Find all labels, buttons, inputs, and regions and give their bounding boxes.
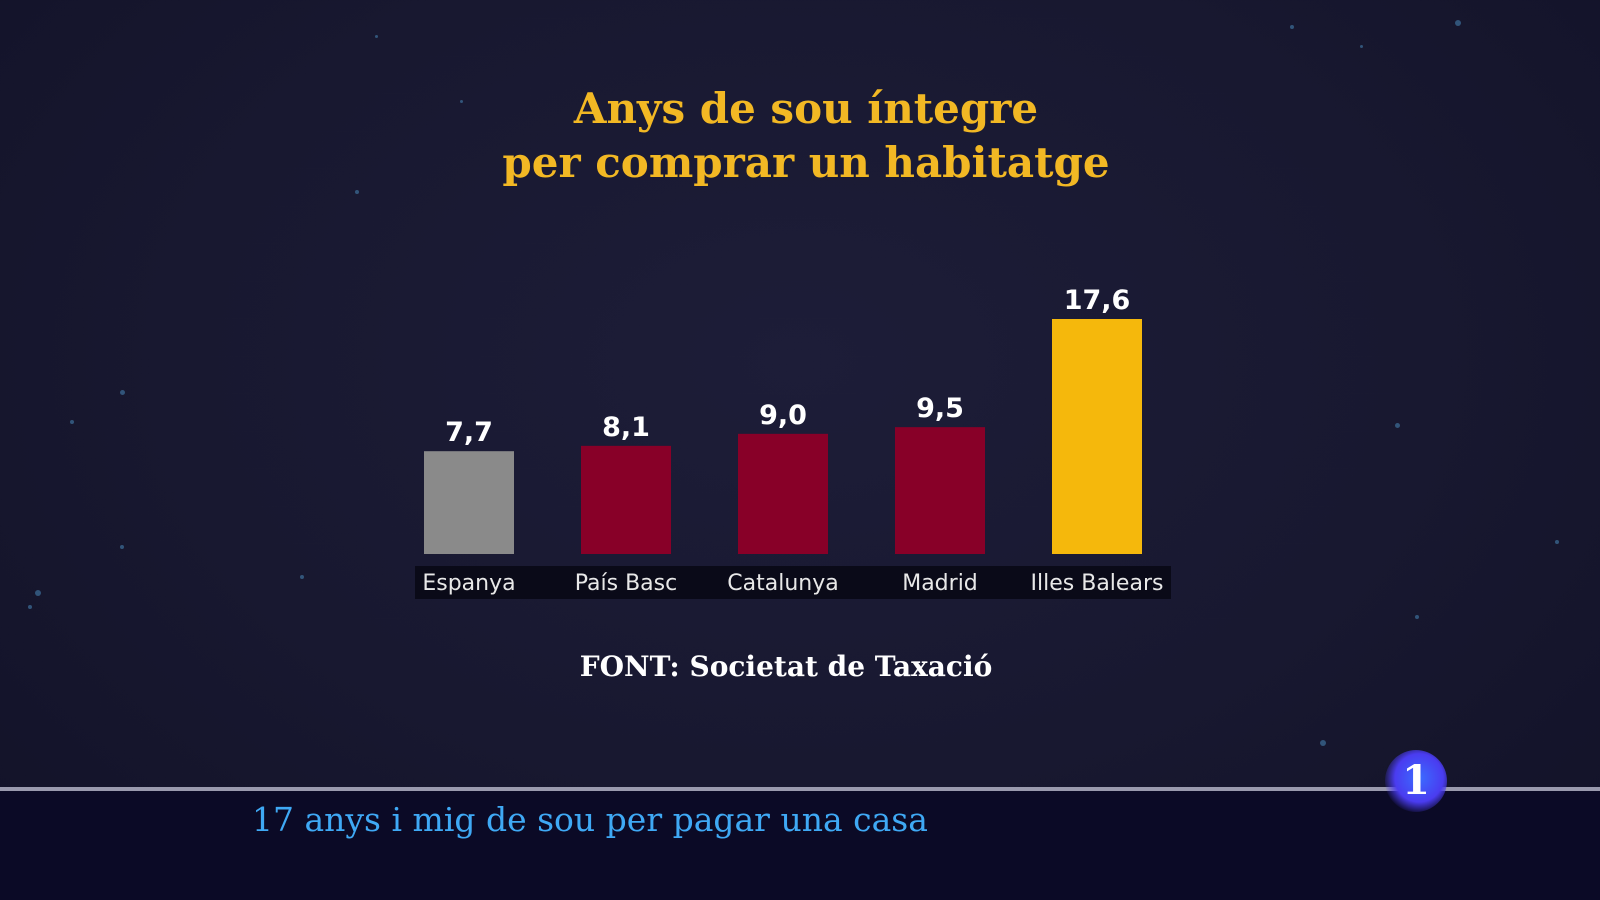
channel-logo: 1: [1385, 750, 1447, 812]
star-dot: [120, 390, 125, 395]
ticker-divider: [0, 787, 1600, 791]
value-label: 9,5: [916, 393, 964, 424]
chart-title-line-2: per comprar un habitatge: [502, 138, 1110, 187]
star-dot: [1415, 615, 1419, 619]
source-note: FONT: Societat de Taxació: [579, 650, 993, 683]
star-dot: [1395, 423, 1400, 428]
star-dot: [35, 590, 41, 596]
bar-2: [738, 433, 828, 554]
chart-title: Anys de sou íntegre per comprar un habit…: [0, 82, 1600, 190]
bar-1: [581, 445, 671, 554]
value-label: 7,7: [445, 417, 493, 448]
star-dot: [355, 190, 359, 194]
category-label: Espanya: [422, 571, 515, 596]
bar-0: [424, 451, 514, 554]
star-dot: [375, 35, 378, 38]
ticker-headline: 17 anys i mig de sou per pagar una casa: [252, 800, 928, 839]
bar-3: [895, 427, 985, 554]
star-dot: [460, 100, 463, 103]
category-label: Madrid: [902, 571, 978, 596]
star-dot: [300, 575, 304, 579]
category-label-band: [415, 566, 1171, 599]
star-dot: [1290, 25, 1294, 29]
chart-title-line-1: Anys de sou íntegre: [573, 84, 1039, 133]
value-label: 8,1: [602, 412, 650, 443]
star-dot: [1320, 740, 1326, 746]
value-label: 17,6: [1064, 285, 1131, 316]
star-dot: [1360, 45, 1363, 48]
category-label: País Basc: [575, 571, 677, 596]
star-dot: [120, 545, 124, 549]
ticker-bar: [0, 791, 1600, 900]
category-label: Illes Balears: [1031, 571, 1164, 596]
star-dot: [70, 420, 74, 424]
star-dot: [1455, 20, 1461, 26]
star-dot: [1555, 540, 1559, 544]
category-label: Catalunya: [727, 571, 838, 596]
bar-4: [1052, 319, 1142, 554]
star-dot: [28, 605, 32, 609]
value-label: 9,0: [759, 400, 807, 431]
